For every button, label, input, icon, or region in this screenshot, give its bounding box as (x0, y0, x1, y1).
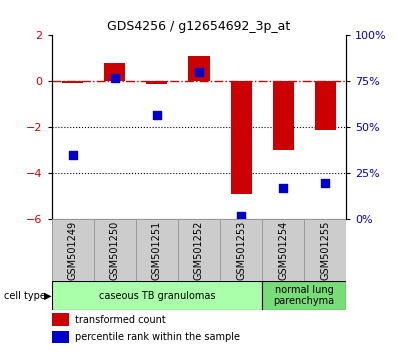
Point (196, 69, 202, 75)
Text: caseous TB granulomas: caseous TB granulomas (99, 291, 215, 301)
Text: cell type: cell type (4, 291, 46, 301)
Bar (94, 219, 136, 281)
Bar (315, 81, 336, 130)
Point (112, 75, 118, 81)
Bar (146, 81, 168, 84)
Bar (220, 219, 262, 281)
Title: GDS4256 / g12654692_3p_at: GDS4256 / g12654692_3p_at (107, 20, 291, 33)
Text: GSM501254: GSM501254 (278, 221, 288, 280)
Bar (62, 81, 83, 82)
Point (322, 180, 328, 185)
Text: percentile rank within the sample: percentile rank within the sample (75, 332, 240, 342)
Bar (273, 81, 294, 150)
Text: GSM501255: GSM501255 (320, 221, 330, 280)
Bar (52, 219, 94, 281)
Text: GSM501251: GSM501251 (152, 221, 162, 280)
Point (70, 152, 76, 158)
Bar (52, 313, 69, 326)
Point (238, 213, 244, 219)
Bar (189, 56, 209, 81)
Bar (178, 219, 220, 281)
Bar (104, 63, 125, 81)
Bar (230, 81, 252, 194)
Text: normal lung
parenchyma: normal lung parenchyma (273, 285, 335, 307)
Bar (136, 219, 178, 281)
Text: ▶: ▶ (44, 291, 51, 301)
Text: GSM501249: GSM501249 (68, 221, 78, 280)
Bar (304, 219, 346, 281)
Bar (52, 281, 262, 310)
Bar (262, 219, 304, 281)
Text: GSM501250: GSM501250 (110, 221, 120, 280)
Text: GSM501253: GSM501253 (236, 221, 246, 280)
Point (154, 112, 160, 118)
Bar (262, 281, 346, 310)
Bar (52, 331, 69, 343)
Text: transformed count: transformed count (75, 315, 166, 325)
Text: GSM501252: GSM501252 (194, 221, 204, 280)
Point (280, 185, 286, 191)
